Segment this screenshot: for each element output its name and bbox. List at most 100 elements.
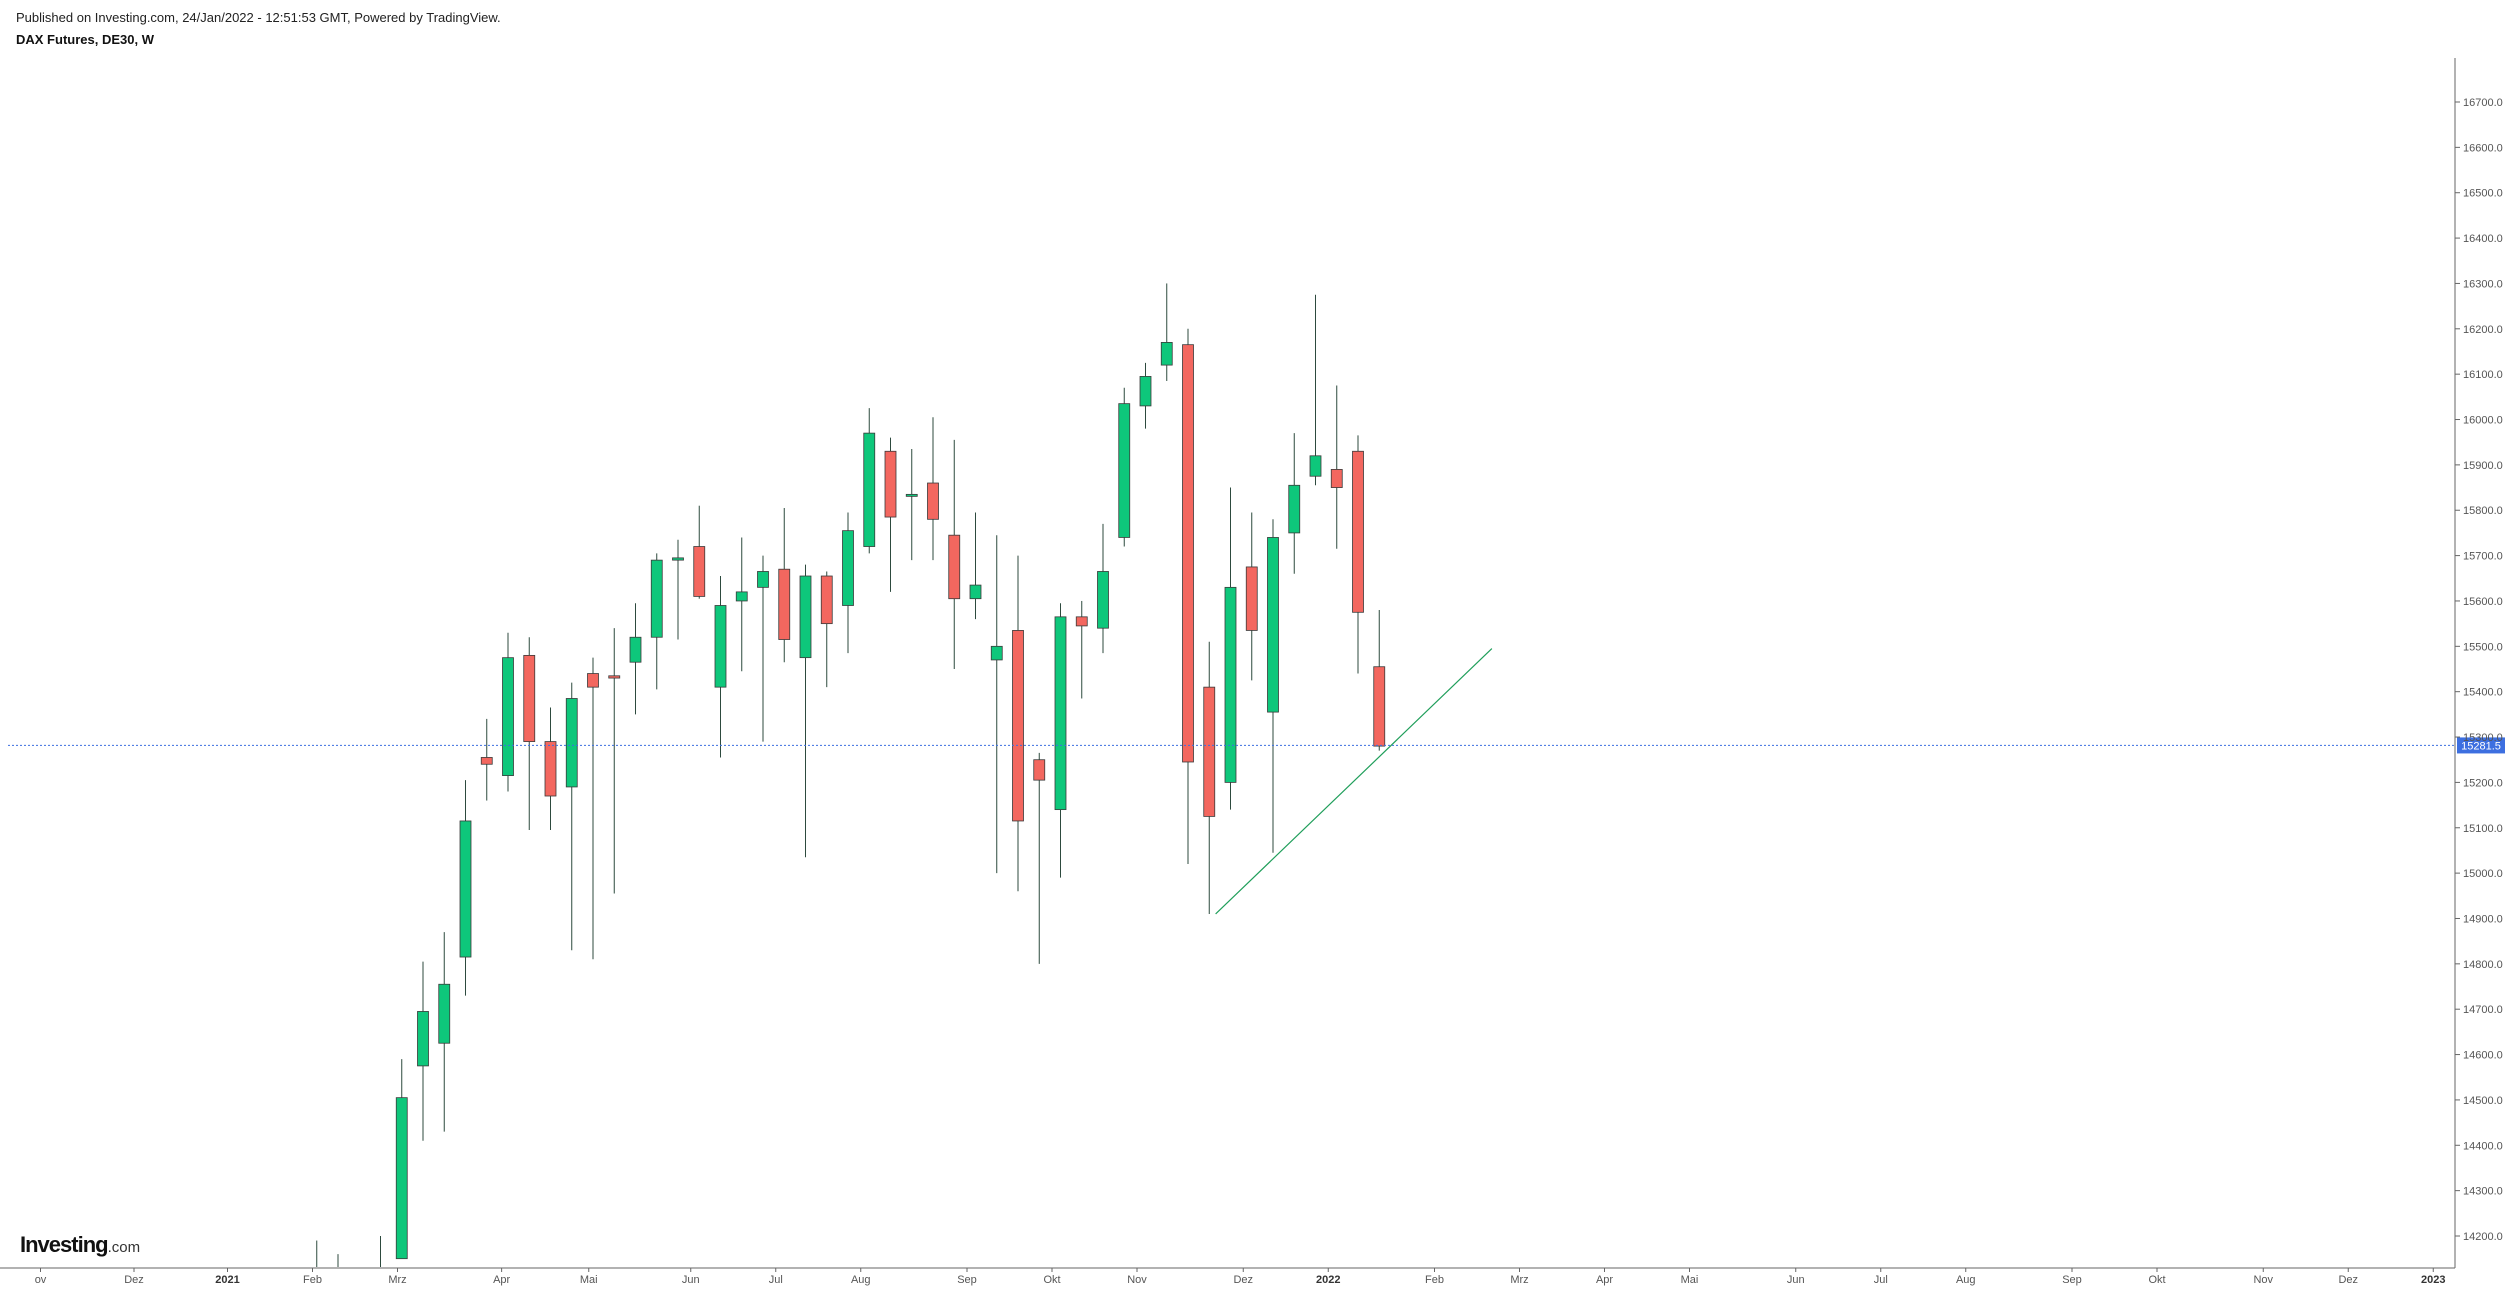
candle-body-up	[1224, 586, 1237, 783]
candle-body-down	[1245, 566, 1258, 631]
candle	[502, 632, 514, 792]
price-tick-label: 16500.0	[2463, 188, 2503, 200]
candle	[608, 628, 621, 894]
time-tick-label: Feb	[303, 1274, 322, 1286]
candle	[969, 512, 982, 620]
candle	[1373, 610, 1386, 751]
candle	[1118, 387, 1131, 547]
candle	[480, 718, 493, 801]
candle-body-up	[799, 575, 812, 659]
price-tick-label: 16000.0	[2463, 415, 2503, 427]
price-tick-label: 15800.0	[2463, 505, 2503, 517]
candle	[714, 576, 727, 758]
candle	[544, 707, 557, 831]
time-tick-label: Nov	[1127, 1274, 1147, 1286]
candle	[1033, 752, 1046, 964]
candle	[587, 657, 599, 960]
candle-body-down	[480, 757, 493, 765]
time-tick-label: Nov	[2253, 1274, 2273, 1286]
price-axis[interactable]: 14200.0 14300.0 14400.0 14500.0 14600.0 14700…	[2454, 58, 2503, 1268]
time-tick-label: Jun	[682, 1274, 700, 1286]
candle-body-down	[1182, 344, 1194, 763]
candle-body-down	[884, 450, 897, 518]
candle-body-down	[608, 675, 621, 679]
candle	[1203, 641, 1216, 914]
candle	[1309, 294, 1322, 486]
time-tick-label: ov	[35, 1274, 47, 1286]
candle	[629, 603, 642, 715]
candle	[1267, 519, 1279, 853]
candle-body-down	[693, 546, 706, 597]
candle-body-up	[969, 584, 982, 600]
candle-body-down	[820, 575, 833, 625]
candle-body-down	[544, 741, 557, 797]
price-tick-label: 15200.0	[2463, 777, 2503, 789]
time-tick-label: 2023	[2421, 1274, 2445, 1286]
time-tick-label: Sep	[2062, 1274, 2082, 1286]
price-tick-label: 15100.0	[2463, 823, 2503, 835]
time-tick-label: 2022	[1316, 1274, 1340, 1286]
time-tick-label: Jul	[1874, 1274, 1888, 1286]
price-tick-label: 14200.0	[2463, 1231, 2503, 1243]
time-tick-label: Jul	[769, 1274, 783, 1286]
price-tick-label: 14700.0	[2463, 1004, 2503, 1016]
last-price-badge	[2457, 737, 2505, 754]
trendline-layer	[1215, 648, 1493, 915]
last-price-layer: 15281.5	[8, 737, 2505, 754]
time-tick-label: Mai	[1681, 1274, 1699, 1286]
candle	[523, 637, 536, 831]
candle	[799, 564, 812, 858]
candle-body-up	[735, 591, 748, 602]
price-tick-label: 14900.0	[2463, 913, 2503, 925]
candle	[948, 439, 961, 669]
time-tick-label: Aug	[851, 1274, 871, 1286]
candle	[757, 555, 769, 742]
candle-body-up	[502, 657, 514, 776]
candle	[565, 682, 578, 951]
candle-body-down	[1352, 450, 1364, 613]
candle	[778, 507, 791, 663]
candle-body-down	[927, 482, 939, 520]
logo-wordmark: Investing	[20, 1232, 109, 1257]
candle	[438, 932, 451, 1132]
candle	[905, 449, 918, 561]
candle	[927, 417, 939, 561]
price-tick-label: 14800.0	[2463, 959, 2503, 971]
candle	[735, 537, 748, 672]
time-tick-label: Mrz	[388, 1274, 406, 1286]
candle-body-up	[565, 698, 578, 788]
candle-body-down	[948, 534, 961, 600]
candle	[1352, 435, 1364, 674]
candle	[1097, 523, 1109, 654]
candle-body-up	[1160, 342, 1173, 366]
candle	[842, 512, 854, 654]
last-price-label: 15281.5	[2461, 740, 2501, 752]
candle-body-up	[757, 571, 769, 588]
candle-body-up	[1139, 376, 1152, 407]
candle-body-down	[1330, 469, 1343, 488]
candle-body-up	[1054, 616, 1067, 811]
price-tick-label: 15000.0	[2463, 868, 2503, 880]
candle	[672, 539, 684, 640]
time-tick-label: Okt	[1043, 1274, 1060, 1286]
candle-body-down	[778, 568, 791, 640]
time-tick-label: Dez	[124, 1274, 144, 1286]
support-trendline	[1215, 648, 1493, 915]
candle-body-up	[672, 557, 684, 561]
price-tick-label: 15400.0	[2463, 687, 2503, 699]
candle-body-up	[629, 636, 642, 663]
candle-body-up	[1309, 455, 1322, 477]
publisher-caption: Published on Investing.com, 24/Jan/2022 …	[16, 10, 501, 25]
candle-body-down	[1373, 666, 1386, 747]
time-tick-label: Dez	[2338, 1274, 2358, 1286]
candle	[863, 408, 876, 554]
time-axis[interactable]: ov Dez 2021 Feb Mrz Apr Mai Jun Jul Aug Sep Okt Nov D…	[0, 1267, 2455, 1286]
candle	[820, 571, 833, 688]
investing-logo: Investing.com	[20, 1232, 140, 1258]
time-tick-label: Apr	[1596, 1274, 1613, 1286]
candle	[1054, 603, 1067, 878]
candle-body-down	[587, 673, 599, 688]
candle	[1224, 487, 1237, 810]
candle-body-up	[650, 559, 663, 638]
